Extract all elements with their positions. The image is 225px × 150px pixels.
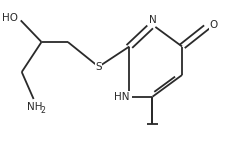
Text: N: N [148,15,156,25]
Text: 2: 2 [40,106,45,115]
Text: S: S [95,62,101,72]
Text: O: O [209,20,217,30]
Text: HN: HN [113,92,129,102]
Text: HO: HO [2,13,18,23]
Text: NH: NH [27,102,43,112]
